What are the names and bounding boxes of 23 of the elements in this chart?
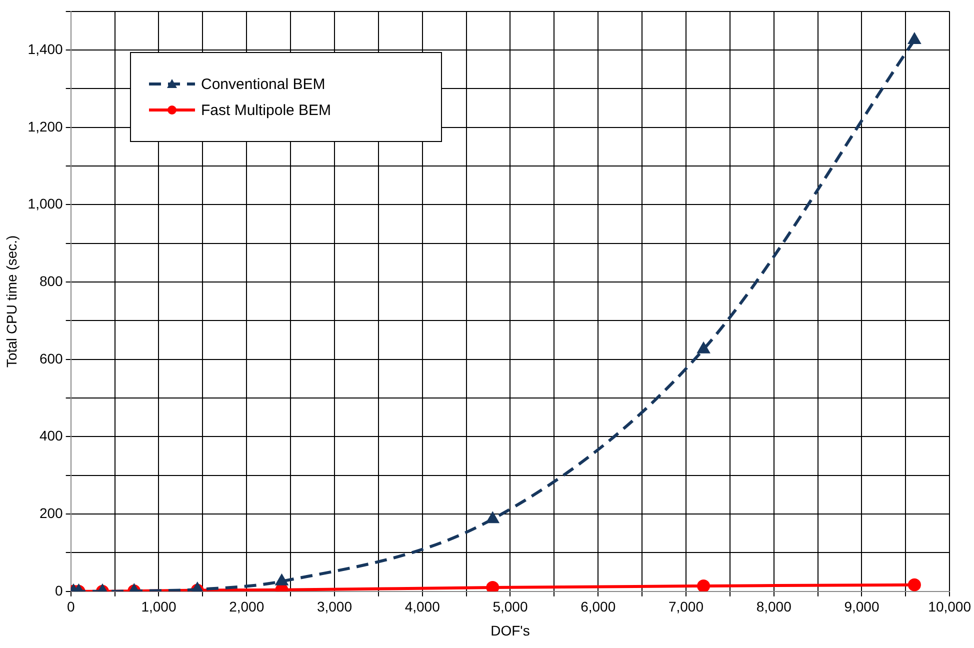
y-tick-label: 1,400	[28, 40, 64, 57]
legend-label: Conventional BEM	[201, 76, 326, 92]
x-tick-label: 3,000	[316, 598, 352, 615]
y-tick-label: 600	[39, 350, 64, 366]
y-tick-label: 0	[55, 582, 64, 598]
x-tick-label: 1,000	[141, 598, 176, 615]
x-tick-label: 10,000	[928, 598, 972, 615]
x-axis-title: DOF's	[490, 622, 530, 638]
x-tick-label: 0	[66, 598, 75, 615]
y-tick-label: 1,200	[28, 118, 64, 134]
x-tick-label: 6,000	[580, 598, 616, 615]
x-tick-label: 5,000	[492, 598, 528, 615]
y-tick-label: 1,000	[28, 196, 64, 212]
x-tick-label: 2,000	[229, 598, 264, 615]
x-tick-label: 8,000	[756, 598, 792, 615]
x-tick-label: 9,000	[844, 598, 880, 615]
y-tick-label: 200	[39, 504, 64, 521]
y-tick-label: 400	[39, 428, 64, 444]
y-axis-title: Total CPU time (sec.)	[3, 235, 20, 368]
x-tick-label: 7,000	[668, 598, 704, 615]
legend-label: Fast Multipole BEM	[201, 102, 332, 118]
x-tick-label: 4,000	[404, 598, 440, 615]
y-tick-label: 800	[39, 272, 64, 289]
